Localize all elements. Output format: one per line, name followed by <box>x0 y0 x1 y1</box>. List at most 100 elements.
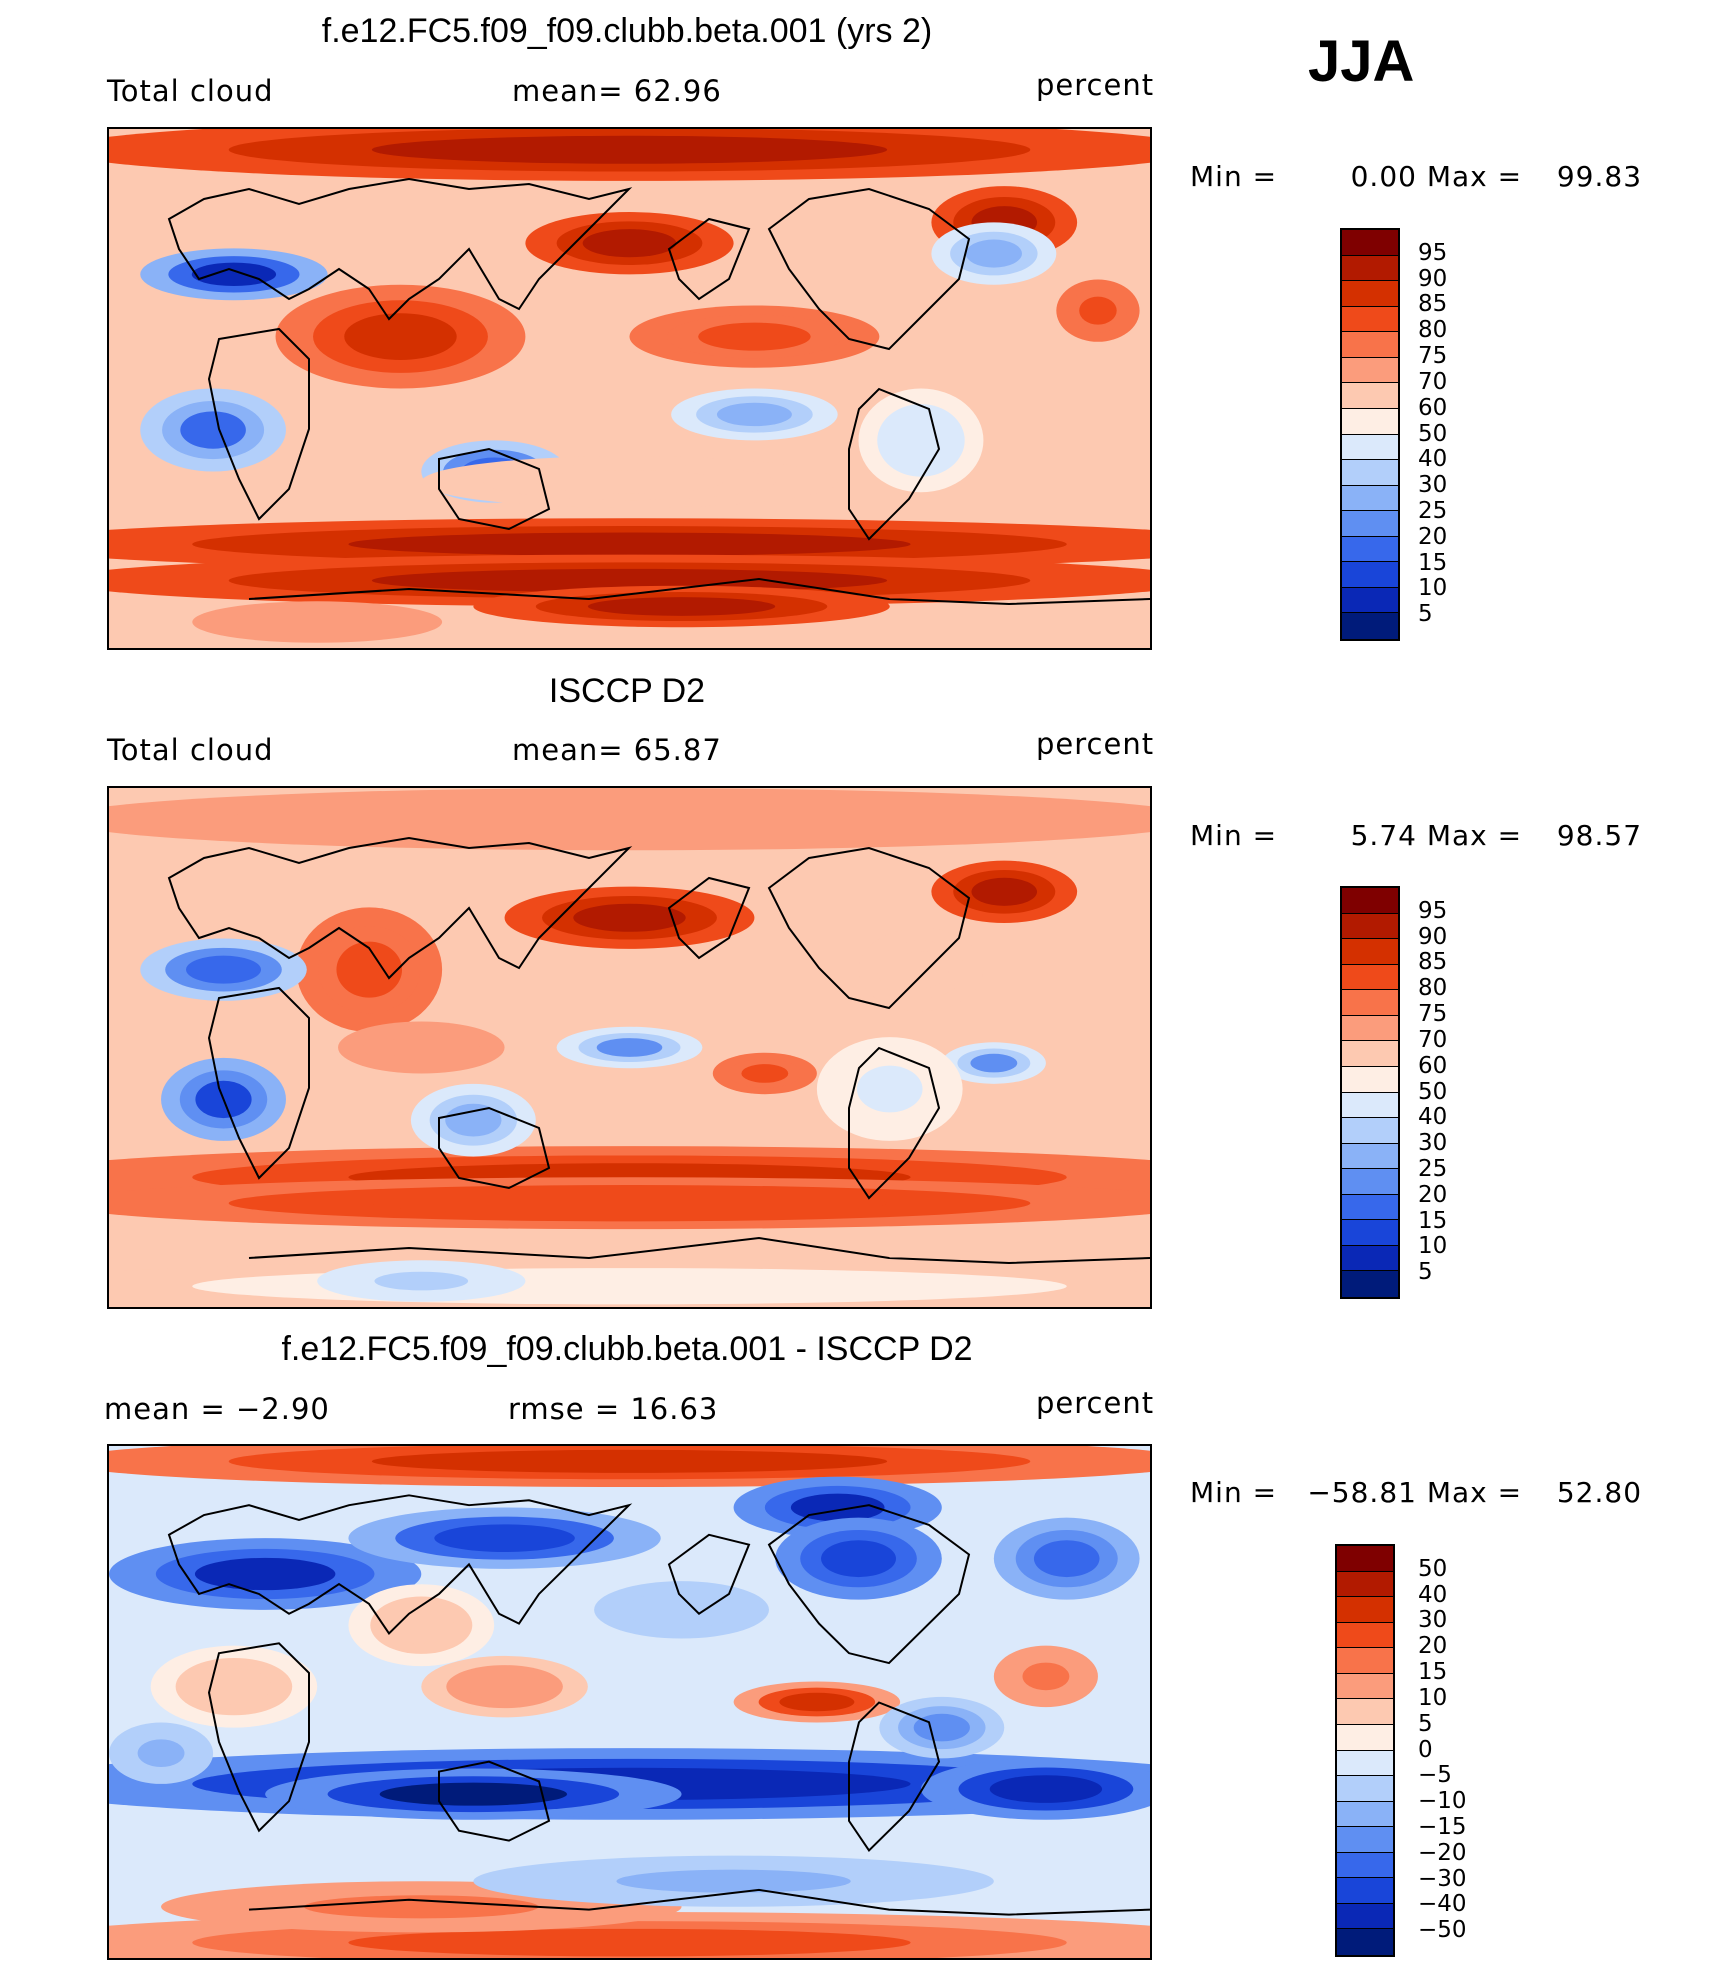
contour-region <box>379 1782 568 1806</box>
coastline <box>767 1504 971 1665</box>
min-label: Min = <box>1190 160 1278 193</box>
colorbar-swatch <box>1337 1546 1393 1572</box>
coastline <box>848 1701 941 1853</box>
contour-region <box>1022 1662 1070 1691</box>
contour-region <box>137 1739 185 1768</box>
coastline <box>167 836 633 980</box>
colorbar-swatch <box>1342 1169 1398 1195</box>
coastlines <box>167 177 1150 606</box>
colorbar-swatch <box>1342 255 1398 282</box>
colorbar-swatch <box>1337 1724 1393 1751</box>
colorbar-swatch <box>1342 613 1398 639</box>
coastline <box>248 1888 1150 1916</box>
colorbar-tick-label: 80 <box>1418 975 1448 1002</box>
contour-region <box>336 941 403 998</box>
contour-region <box>970 1053 1018 1073</box>
colorbar-tick-label: 85 <box>1418 291 1448 318</box>
colorbar <box>1340 886 1400 1299</box>
coastline <box>167 1494 633 1635</box>
colorbar-swatch <box>1337 1878 1393 1904</box>
colorbar-swatch <box>1337 1903 1393 1930</box>
mean-label: mean = −2.90 <box>104 1392 330 1426</box>
colorbar-tick-label: 60 <box>1418 394 1448 421</box>
colorbar-tick-label: 5 <box>1418 1710 1433 1737</box>
colorbar-swatch <box>1337 1699 1393 1725</box>
colorbar-swatch <box>1337 1648 1393 1674</box>
cloud-map <box>107 786 1152 1309</box>
contour-region <box>698 322 811 351</box>
min-value: 5.74 <box>1350 819 1417 852</box>
colorbar-swatch <box>1342 913 1398 940</box>
coastline <box>848 387 941 541</box>
max-value: 99.83 <box>1556 160 1643 193</box>
min-value: −58.81 <box>1307 1476 1417 1509</box>
contour-region <box>374 1271 469 1291</box>
contour-region <box>348 1928 911 1957</box>
contour-region <box>821 1540 896 1578</box>
colorbar-tick-label: −15 <box>1418 1813 1467 1840</box>
colorbar-tick-label: −10 <box>1418 1788 1467 1815</box>
colorbar-swatch <box>1342 1041 1398 1067</box>
units-label: percent <box>1036 68 1155 102</box>
contour-region <box>371 568 888 593</box>
colorbar-swatch <box>1337 1852 1393 1879</box>
coastline <box>207 986 310 1180</box>
colorbar-tick-label: 60 <box>1418 1052 1448 1079</box>
colorbar-tick-label: 70 <box>1418 1026 1448 1053</box>
colorbar-tick-label: 20 <box>1418 1181 1448 1208</box>
colorbar-swatch <box>1342 1015 1398 1042</box>
contour-region <box>371 805 888 834</box>
contour-region <box>467 1672 543 1701</box>
colorbar-swatch <box>1342 562 1398 588</box>
colorbar-swatch <box>1342 306 1398 333</box>
colorbar-tick-label: 40 <box>1418 1104 1448 1131</box>
colorbar-tick-label: −20 <box>1418 1839 1467 1866</box>
min-label: Min = <box>1190 819 1278 852</box>
colorbar-swatch <box>1342 1092 1398 1119</box>
contour-region <box>191 262 277 286</box>
contour-region <box>371 1449 888 1473</box>
contour-region <box>445 1103 502 1137</box>
contour-region <box>741 1064 789 1083</box>
min-value: 0.00 <box>1350 160 1417 193</box>
colorbar-tick-label: 50 <box>1418 1555 1448 1582</box>
colorbar-tick-label: 90 <box>1418 265 1448 292</box>
colorbar-swatch <box>1337 1622 1393 1649</box>
contour-region <box>989 1775 1103 1803</box>
colorbar-swatch <box>1342 281 1398 307</box>
units-label: percent <box>1036 1386 1155 1420</box>
contour-region <box>587 597 776 616</box>
colorbar-tick-label: 15 <box>1418 1659 1448 1686</box>
colorbar-tick-label: 30 <box>1418 1130 1448 1157</box>
contour-region <box>1079 296 1117 325</box>
contour-region <box>348 532 911 556</box>
colorbar-tick-label: 50 <box>1418 1078 1448 1105</box>
colorbar-swatch <box>1342 434 1398 461</box>
mean-label: mean= 62.96 <box>512 74 722 108</box>
contour-region <box>383 1035 459 1060</box>
colorbar-swatch <box>1342 964 1398 991</box>
contour-region <box>971 877 1038 906</box>
contour-region <box>965 239 1022 268</box>
contour-map-graphic <box>109 788 1150 1307</box>
contour-region <box>304 1895 539 1919</box>
contour-region <box>186 955 261 984</box>
colorbar-tick-label: 75 <box>1418 1001 1448 1028</box>
colorbar-tick-label: 25 <box>1418 497 1448 524</box>
colorbar-swatch <box>1342 939 1398 965</box>
colorbar-tick-label: 75 <box>1418 343 1448 370</box>
colorbar-swatch <box>1342 1271 1398 1297</box>
contour-map-graphic <box>109 129 1150 648</box>
colorbar-tick-label: 85 <box>1418 949 1448 976</box>
colorbar-tick-label: 5 <box>1418 601 1433 628</box>
contour-region <box>856 1065 923 1113</box>
colorbar <box>1340 228 1400 641</box>
min-label: Min = <box>1190 1476 1278 1509</box>
colorbar-tick-label: 50 <box>1418 420 1448 447</box>
colorbar-tick-label: 95 <box>1418 239 1448 266</box>
colorbar-swatch <box>1342 1066 1398 1093</box>
coastline <box>438 1760 551 1842</box>
contour-region <box>194 1557 336 1591</box>
colorbar-swatch <box>1337 1827 1393 1853</box>
contour-region <box>913 1713 970 1742</box>
